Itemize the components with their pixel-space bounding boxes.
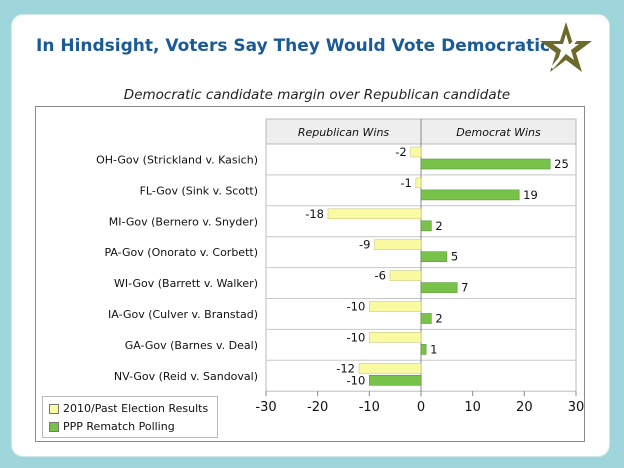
x-tick-label: -30 bbox=[255, 400, 276, 415]
legend-item-past: 2010/Past Election Results bbox=[49, 402, 208, 415]
legend-label-rematch: PPP Rematch Polling bbox=[63, 420, 175, 433]
bar-past-result bbox=[415, 177, 422, 189]
data-label-past: -2 bbox=[395, 145, 406, 159]
x-tick-label: -20 bbox=[307, 400, 328, 415]
legend-label-past: 2010/Past Election Results bbox=[63, 402, 209, 415]
data-label-past: -9 bbox=[359, 238, 370, 252]
bar-rematch-poll bbox=[420, 251, 448, 262]
bar-rematch-poll bbox=[420, 282, 458, 293]
x-tick-label: 10 bbox=[464, 400, 481, 415]
data-label-rematch: 25 bbox=[554, 157, 569, 171]
x-tick-label: 0 bbox=[417, 400, 425, 415]
region-label-democrat: Democrat Wins bbox=[456, 126, 541, 139]
x-tick-label: 30 bbox=[568, 400, 584, 415]
chart-subtitle: Democratic candidate margin over Republi… bbox=[123, 87, 511, 103]
bar-past-result bbox=[374, 239, 422, 250]
bar-past-result bbox=[410, 146, 422, 158]
bar-rematch-poll bbox=[369, 374, 422, 386]
legend-swatch-rematch bbox=[49, 421, 59, 432]
region-label-republican: Republican Wins bbox=[298, 126, 390, 139]
bar-chart: Republican Wins Democrat Wins OH-Gov (Stri… bbox=[96, 118, 584, 415]
bar-rematch-poll bbox=[420, 158, 551, 170]
chart-plot-area: Republican Wins Democrat Wins OH-Gov (Stri… bbox=[35, 106, 585, 442]
data-label-past: -1 bbox=[400, 176, 411, 190]
legend-swatch-past bbox=[49, 403, 59, 414]
category-label: FL-Gov (Sink v. Scott) bbox=[140, 184, 258, 197]
data-label-rematch: 1 bbox=[430, 342, 437, 356]
legend-item-rematch: PPP Rematch Polling bbox=[49, 420, 175, 433]
data-label-rematch: 5 bbox=[451, 250, 458, 264]
bar-past-result bbox=[369, 301, 422, 312]
bar-rematch-poll bbox=[420, 313, 432, 324]
bar-past-result bbox=[327, 208, 422, 220]
category-label: PA-Gov (Onorato v. Corbett) bbox=[104, 246, 258, 259]
bar-rematch-poll bbox=[420, 189, 520, 201]
data-label-past: -6 bbox=[375, 269, 386, 283]
data-label-rematch: 19 bbox=[523, 188, 538, 202]
data-label-past: -10 bbox=[347, 300, 366, 314]
chart-legend: 2010/Past Election Results PPP Rematch P… bbox=[42, 396, 218, 438]
x-tick-label: -10 bbox=[359, 400, 380, 415]
category-label: WI-Gov (Barrett v. Walker) bbox=[114, 277, 258, 290]
category-label: MI-Gov (Bernero v. Snyder) bbox=[109, 215, 258, 228]
data-label-past: -18 bbox=[305, 207, 324, 221]
category-label: NV-Gov (Reid v. Sandoval) bbox=[114, 370, 258, 383]
x-tick-label: 20 bbox=[516, 400, 533, 415]
category-label: GA-Gov (Barnes v. Deal) bbox=[125, 339, 258, 352]
bar-rematch-poll bbox=[420, 220, 432, 232]
category-label: OH-Gov (Strickland v. Kasich) bbox=[96, 153, 258, 166]
bar-past-result bbox=[369, 332, 422, 343]
bar-past-result bbox=[389, 270, 422, 281]
data-label-rematch: 7 bbox=[461, 281, 468, 295]
bar-rematch-poll bbox=[420, 344, 427, 355]
slide-title: In Hindsight, Voters Say They Would Vote… bbox=[36, 36, 551, 56]
category-label: IA-Gov (Culver v. Branstad) bbox=[108, 308, 258, 321]
star-logo-icon bbox=[540, 22, 592, 72]
data-label-past: -12 bbox=[336, 361, 355, 375]
data-label-rematch: 2 bbox=[435, 312, 442, 326]
data-label-rematch: -10 bbox=[347, 373, 366, 387]
data-label-past: -10 bbox=[347, 330, 366, 344]
data-label-rematch: 2 bbox=[435, 219, 442, 233]
bar-past-result bbox=[358, 362, 422, 374]
